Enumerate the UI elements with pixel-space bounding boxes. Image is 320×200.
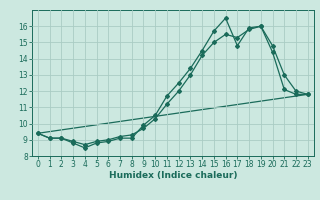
X-axis label: Humidex (Indice chaleur): Humidex (Indice chaleur) [108,171,237,180]
